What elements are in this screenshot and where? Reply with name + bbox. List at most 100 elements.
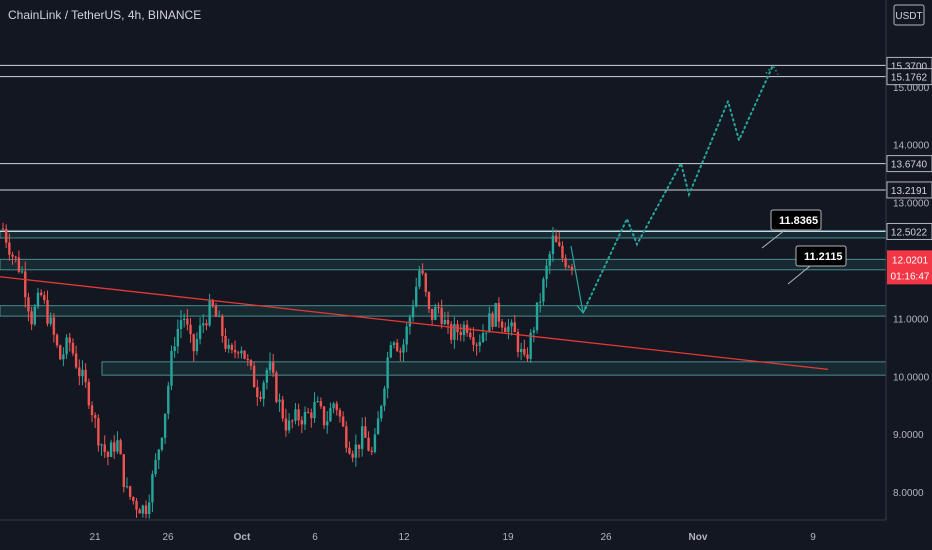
candle-body bbox=[561, 245, 564, 259]
candle-body bbox=[43, 294, 46, 301]
candle-body bbox=[481, 333, 485, 342]
candle-body bbox=[30, 311, 33, 325]
candle-body bbox=[271, 362, 275, 373]
candle-body bbox=[421, 270, 424, 274]
candle-body bbox=[539, 301, 542, 303]
candle-body bbox=[462, 324, 466, 336]
candle-body bbox=[418, 270, 421, 287]
candle-body bbox=[119, 440, 122, 455]
candle-body bbox=[176, 328, 180, 347]
candle-body bbox=[214, 306, 218, 317]
candle-body bbox=[319, 401, 323, 407]
candle-body bbox=[294, 409, 297, 421]
candle-body bbox=[55, 334, 59, 346]
candle-body bbox=[237, 352, 240, 354]
candle-body bbox=[395, 342, 399, 351]
candle-body bbox=[472, 337, 475, 345]
candle-body bbox=[383, 388, 386, 406]
x-tick-2: Oct bbox=[234, 532, 251, 543]
candle-body bbox=[376, 418, 380, 435]
candle-body bbox=[348, 447, 351, 454]
candle-body bbox=[8, 242, 11, 255]
candle-body bbox=[100, 444, 103, 446]
candle-body bbox=[65, 337, 68, 355]
candle-body bbox=[217, 315, 221, 317]
callout-lower[interactable]: 11.2115 bbox=[787, 245, 847, 285]
candle-body bbox=[405, 326, 408, 345]
candle-body bbox=[221, 315, 224, 336]
currency-badge bbox=[893, 4, 925, 26]
candle-body bbox=[39, 292, 43, 295]
level-tag-2 bbox=[886, 155, 932, 173]
x-tick-6: 26 bbox=[600, 532, 612, 543]
candle-body bbox=[163, 413, 167, 438]
candle-body bbox=[548, 254, 551, 266]
candle-body bbox=[287, 420, 291, 431]
level-tag-label-1: 15.1762 bbox=[891, 73, 928, 84]
candle-body bbox=[68, 337, 71, 343]
candle-body bbox=[310, 412, 313, 419]
level-tag-label-3: 13.2191 bbox=[891, 186, 928, 197]
candle-body bbox=[469, 332, 472, 338]
candle-body bbox=[443, 319, 447, 325]
candle-body bbox=[230, 344, 234, 350]
support-resistance-zones bbox=[0, 229, 887, 376]
candle-body bbox=[278, 399, 281, 402]
candle-body bbox=[494, 303, 497, 327]
candle-body bbox=[20, 271, 24, 273]
candle-body bbox=[122, 454, 125, 487]
symbol-title: ChainLink / TetherUS, 4h, BINANCE bbox=[8, 8, 202, 22]
time-axis[interactable]: 21 26 Oct 6 12 19 26 Nov 9 bbox=[0, 519, 886, 543]
candle-body bbox=[338, 410, 342, 417]
candle-body bbox=[109, 442, 113, 457]
zone-1[interactable] bbox=[0, 258, 887, 271]
candle-body bbox=[205, 323, 208, 326]
candle-body bbox=[1, 228, 5, 230]
candle-body bbox=[354, 444, 358, 458]
y-tick-6: 8.0000 bbox=[893, 488, 924, 499]
zone-2[interactable] bbox=[0, 305, 887, 317]
callout-upper-label: 11.8365 bbox=[779, 215, 818, 227]
level-tag-label-2: 13.6740 bbox=[891, 160, 928, 171]
candle-body bbox=[316, 401, 319, 403]
candle-body bbox=[326, 421, 329, 426]
y-tick-3: 11.0000 bbox=[893, 314, 929, 325]
candle-body bbox=[262, 382, 265, 399]
candle-body bbox=[49, 317, 52, 324]
level-tag-label-0: 15.3700 bbox=[891, 61, 928, 72]
candle-body bbox=[182, 318, 186, 321]
candle-body bbox=[113, 442, 116, 452]
candle-body bbox=[281, 399, 284, 419]
candle-body bbox=[551, 235, 555, 255]
projection-dotted-path[interactable] bbox=[582, 64, 774, 314]
candle-body bbox=[322, 406, 326, 426]
candle-body bbox=[297, 409, 300, 421]
candle-body bbox=[132, 496, 135, 501]
zone-3[interactable] bbox=[101, 361, 887, 376]
horizontal-levels bbox=[0, 64, 886, 232]
candle-body bbox=[240, 350, 243, 354]
candle-body bbox=[332, 403, 335, 409]
y-tick-5: 9.0000 bbox=[893, 430, 924, 441]
candle-body bbox=[11, 254, 14, 257]
x-tick-7: Nov bbox=[689, 532, 708, 543]
candle-body bbox=[33, 306, 36, 325]
candle-body bbox=[453, 324, 456, 340]
price-axis[interactable]: 15.0000 14.0000 13.0000 11.0000 10.0000 9.000… bbox=[885, 0, 932, 520]
candle-body bbox=[373, 434, 377, 453]
candle-body bbox=[484, 332, 488, 334]
x-tick-1: 26 bbox=[162, 532, 174, 543]
candle-body bbox=[351, 453, 354, 458]
candle-body bbox=[46, 300, 49, 324]
candle-body bbox=[440, 307, 443, 325]
candle-body bbox=[389, 345, 393, 358]
candle-body bbox=[367, 437, 370, 451]
candle-body bbox=[567, 266, 571, 268]
candle-body bbox=[430, 308, 434, 320]
candle-body bbox=[415, 286, 418, 307]
candle-body bbox=[198, 325, 202, 340]
callout-upper[interactable]: 11.8365 bbox=[761, 209, 822, 249]
descending-trendline[interactable] bbox=[0, 276, 829, 371]
x-tick-0: 21 bbox=[89, 532, 101, 543]
